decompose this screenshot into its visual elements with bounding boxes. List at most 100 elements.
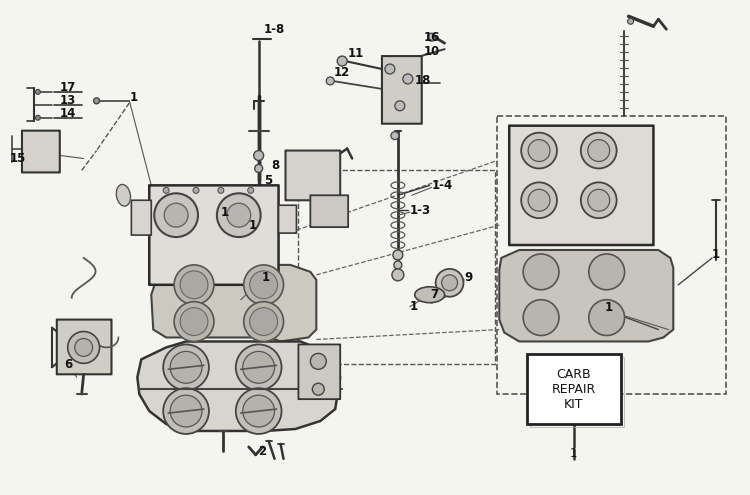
Circle shape — [243, 351, 274, 383]
FancyBboxPatch shape — [149, 185, 278, 285]
Text: 1: 1 — [410, 300, 418, 313]
Circle shape — [164, 388, 209, 434]
Circle shape — [248, 187, 254, 194]
Circle shape — [243, 395, 274, 427]
FancyBboxPatch shape — [310, 196, 348, 227]
Ellipse shape — [116, 185, 130, 206]
Text: 2: 2 — [258, 446, 266, 458]
Text: 7: 7 — [430, 288, 439, 301]
Circle shape — [94, 98, 100, 104]
Ellipse shape — [415, 287, 445, 302]
Text: 16: 16 — [424, 31, 440, 44]
FancyBboxPatch shape — [509, 126, 653, 245]
Circle shape — [164, 345, 209, 390]
Text: 18: 18 — [415, 74, 431, 88]
Text: 5: 5 — [264, 174, 272, 187]
Circle shape — [628, 18, 634, 24]
Text: 12: 12 — [333, 66, 350, 80]
Text: 1: 1 — [570, 447, 578, 460]
Circle shape — [180, 308, 208, 336]
Circle shape — [524, 254, 559, 290]
Circle shape — [427, 33, 436, 41]
FancyBboxPatch shape — [131, 200, 152, 235]
Circle shape — [394, 261, 402, 269]
Circle shape — [521, 133, 557, 168]
Circle shape — [395, 101, 405, 111]
Circle shape — [217, 194, 261, 237]
Circle shape — [35, 115, 40, 120]
Circle shape — [170, 395, 202, 427]
Bar — [530, 357, 623, 427]
Circle shape — [310, 353, 326, 369]
Circle shape — [436, 269, 463, 297]
FancyBboxPatch shape — [57, 320, 112, 374]
Circle shape — [588, 189, 610, 211]
Circle shape — [255, 164, 262, 172]
FancyBboxPatch shape — [22, 131, 60, 172]
Circle shape — [35, 90, 40, 95]
Circle shape — [393, 250, 403, 260]
Text: 11: 11 — [348, 47, 364, 59]
Text: 17: 17 — [60, 81, 76, 95]
Circle shape — [589, 254, 625, 290]
Text: 1: 1 — [220, 206, 229, 219]
Bar — [298, 170, 495, 364]
Circle shape — [193, 187, 199, 194]
Circle shape — [588, 140, 610, 161]
Circle shape — [75, 339, 92, 356]
Circle shape — [250, 308, 278, 336]
Circle shape — [528, 189, 550, 211]
Circle shape — [250, 271, 278, 298]
Circle shape — [338, 56, 347, 66]
Text: 9: 9 — [464, 271, 472, 284]
Text: 1: 1 — [604, 301, 613, 314]
Circle shape — [236, 388, 281, 434]
Circle shape — [580, 133, 616, 168]
Polygon shape — [152, 265, 316, 342]
Circle shape — [312, 383, 324, 395]
Text: 1: 1 — [130, 92, 137, 104]
Text: 10: 10 — [424, 45, 440, 57]
Circle shape — [528, 140, 550, 161]
Text: 6: 6 — [64, 358, 72, 371]
Text: CARB
REPAIR
KIT: CARB REPAIR KIT — [552, 368, 596, 411]
FancyBboxPatch shape — [286, 150, 340, 200]
Circle shape — [254, 150, 264, 160]
Circle shape — [226, 203, 251, 227]
Circle shape — [236, 345, 281, 390]
Text: 1: 1 — [249, 219, 256, 232]
Circle shape — [244, 265, 284, 305]
Text: 1-8: 1-8 — [264, 23, 285, 36]
Circle shape — [385, 64, 395, 74]
Circle shape — [391, 132, 399, 140]
FancyBboxPatch shape — [298, 345, 340, 399]
Circle shape — [218, 187, 223, 194]
Circle shape — [442, 275, 458, 291]
Text: 1: 1 — [712, 248, 720, 261]
Circle shape — [164, 203, 188, 227]
Circle shape — [392, 269, 404, 281]
Circle shape — [180, 271, 208, 298]
Text: 15: 15 — [10, 152, 26, 165]
Circle shape — [174, 265, 214, 305]
Circle shape — [589, 299, 625, 336]
Text: 1-3: 1-3 — [410, 204, 431, 217]
Text: 13: 13 — [60, 95, 76, 107]
Circle shape — [521, 182, 557, 218]
Circle shape — [326, 77, 334, 85]
Polygon shape — [137, 342, 340, 431]
Bar — [497, 116, 726, 394]
Polygon shape — [500, 250, 674, 342]
Circle shape — [68, 332, 100, 363]
Text: 8: 8 — [272, 159, 280, 172]
Circle shape — [244, 301, 284, 342]
Circle shape — [403, 74, 412, 84]
Circle shape — [164, 187, 170, 194]
Bar — [527, 354, 620, 424]
Circle shape — [524, 299, 559, 336]
Text: 1: 1 — [262, 271, 270, 284]
Circle shape — [170, 351, 202, 383]
FancyBboxPatch shape — [382, 56, 422, 124]
Circle shape — [580, 182, 616, 218]
Circle shape — [154, 194, 198, 237]
